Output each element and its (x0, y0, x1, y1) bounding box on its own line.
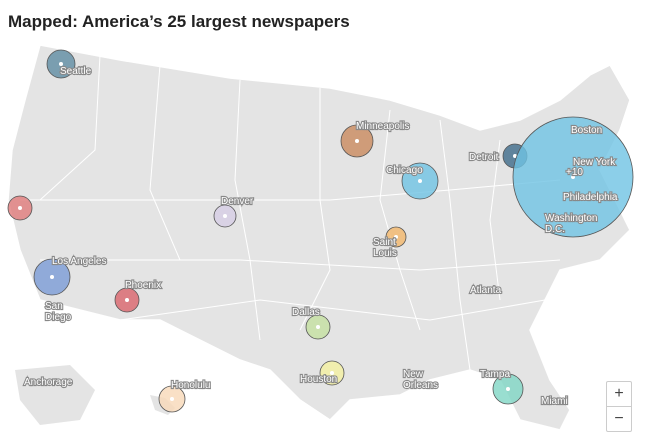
city-label: New (403, 369, 424, 380)
city-label: Saint (373, 237, 396, 248)
city-label: Diego (45, 312, 72, 323)
city-label: Tampa (480, 369, 510, 380)
city-dot (170, 397, 174, 401)
city-label: Minneapolis (356, 121, 409, 132)
city-dot (355, 139, 359, 143)
city-dot (506, 387, 510, 391)
city-label: Los Angeles (52, 256, 107, 267)
city-dot (125, 298, 129, 302)
city-label: +10 (566, 167, 583, 178)
city-dot (513, 154, 517, 158)
city-dot (18, 206, 22, 210)
title: Mapped: America’s 25 largest newspapers (8, 12, 350, 31)
city-dot (223, 214, 227, 218)
city-dot (418, 179, 422, 183)
city-label: Anchorage (24, 377, 73, 388)
city-label: Chicago (386, 165, 423, 176)
city-label: Houston (300, 374, 337, 385)
city-label: Philadelphia (563, 192, 618, 203)
city-dot (59, 62, 63, 66)
city-label: Denver (221, 196, 254, 207)
city-label: D.C. (545, 224, 565, 235)
us-land (7, 44, 631, 431)
city-label: Honolulu (171, 380, 210, 391)
city-label: Seattle (60, 66, 92, 77)
zoom-out[interactable]: − (607, 406, 631, 431)
city-label: Detroit (469, 152, 499, 163)
city-dot (50, 275, 54, 279)
city-label: Washington (545, 213, 597, 224)
city-dot (316, 325, 320, 329)
city-label: Atlanta (470, 285, 502, 296)
city-label: Boston (571, 125, 602, 136)
zoom-control: + − (606, 381, 632, 432)
city-dot (330, 371, 334, 375)
city-label: Louis (373, 248, 397, 259)
city-label: Phoenix (125, 280, 161, 291)
city-dot (394, 235, 398, 239)
city-label: New York (573, 157, 616, 168)
city-label: Dallas (292, 307, 320, 318)
city-label: Orleans (403, 380, 438, 391)
city-dot (571, 175, 575, 179)
city-label: Miami (541, 396, 568, 407)
alaska (15, 365, 95, 425)
zoom-in[interactable]: + (614, 385, 624, 402)
city-label: San (45, 301, 63, 312)
